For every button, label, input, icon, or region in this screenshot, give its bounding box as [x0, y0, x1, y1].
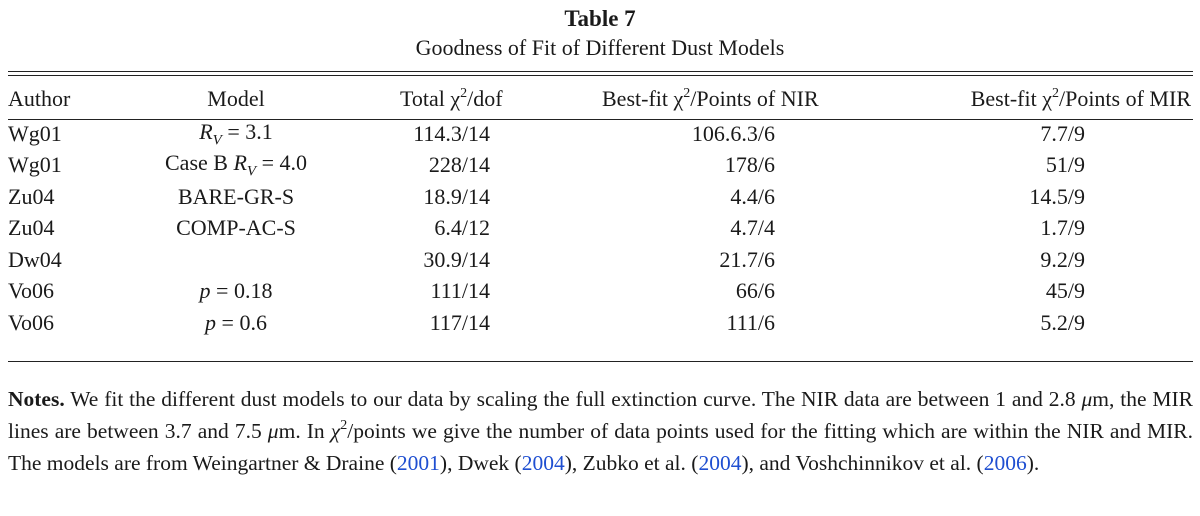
cell-author: Wg01: [8, 152, 62, 178]
header-author: Author: [8, 86, 71, 111]
cell-model: COMP-AC-S: [176, 215, 296, 241]
cell-nir: 106.6.3/6: [691, 120, 775, 146]
cell-model: BARE-GR-S: [177, 183, 295, 209]
cell-mir: 9.2/9: [1040, 246, 1085, 272]
header-rule: [8, 119, 1193, 120]
table-row: Vo06 p = 0.18 111/14 66/6 45/9: [8, 276, 1193, 308]
cell-author: Zu04: [8, 215, 55, 241]
citation-link[interactable]: 2004: [521, 451, 565, 475]
table-label: Table 7: [564, 6, 636, 31]
cell-total: 6.4/12: [434, 215, 490, 241]
header-mir: Best-fit χ2/Points of MIR: [970, 86, 1191, 111]
cell-nir: 66/6: [735, 278, 775, 304]
cell-nir: 178/6: [724, 152, 775, 178]
citation-link[interactable]: 2004: [698, 451, 742, 475]
table-row: Zu04 BARE-GR-S 18.9/14 4.4/6 14.5/9: [8, 181, 1193, 213]
citation-link[interactable]: 2001: [396, 451, 440, 475]
table-row: Dw04 30.9/14 21.7/6 9.2/9: [8, 244, 1193, 276]
cell-total: 30.9/14: [423, 246, 490, 272]
cell-model: p = 0.6: [205, 309, 267, 335]
cell-mir: 14.5/9: [1029, 183, 1085, 209]
table-title: Goodness of Fit of Different Dust Models: [415, 35, 785, 60]
citation-link[interactable]: 2006: [983, 451, 1027, 475]
cell-nir: 4.7/4: [730, 215, 775, 241]
table-row: Wg01 Case B RV = 4.0 228/14 178/6 51/9: [8, 150, 1193, 182]
table-row: Vo06 p = 0.6 117/14 111/6 5.2/9: [8, 307, 1193, 339]
cell-author: Wg01: [8, 120, 62, 146]
cell-mir: 1.7/9: [1040, 215, 1085, 241]
header-model: Model: [207, 86, 265, 111]
cell-mir: 5.2/9: [1040, 309, 1085, 335]
cell-model: [118, 244, 354, 276]
cell-nir: 111/6: [726, 309, 775, 335]
cell-total: 18.9/14: [423, 183, 490, 209]
header-nir: Best-fit χ2/Points of NIR: [602, 86, 819, 111]
table-notes: Notes. We fit the different dust models …: [8, 387, 1193, 475]
cell-author: Vo06: [8, 278, 55, 304]
header-total: Total χ2/dof: [400, 86, 503, 111]
cell-model: p = 0.18: [199, 278, 273, 304]
cell-total: 228/14: [428, 152, 490, 178]
cell-total: 111/14: [430, 278, 490, 304]
cell-mir: 45/9: [1045, 278, 1085, 304]
dust-model-table: Author Model Total χ2/dof Best-fit χ2/Po…: [8, 80, 1193, 339]
cell-mir: 51/9: [1045, 152, 1085, 178]
table-row: Zu04 COMP-AC-S 6.4/12 4.7/4 1.7/9: [8, 213, 1193, 245]
cell-model: Case B RV = 4.0: [165, 150, 307, 180]
cell-author: Zu04: [8, 183, 55, 209]
table-header-row: Author Model Total χ2/dof Best-fit χ2/Po…: [8, 80, 1193, 118]
cell-nir: 21.7/6: [719, 246, 775, 272]
cell-total: 114.3/14: [413, 120, 490, 146]
cell-author: Vo06: [8, 309, 55, 335]
cell-total: 117/14: [429, 309, 490, 335]
cell-nir: 4.4/6: [730, 183, 775, 209]
top-rule: [8, 71, 1193, 72]
bottom-rule: [8, 361, 1193, 362]
cell-model: RV = 3.1: [199, 118, 273, 148]
cell-author: Dw04: [8, 246, 62, 272]
top-rule-inner: [8, 75, 1193, 76]
cell-mir: 7.7/9: [1040, 120, 1085, 146]
table-row: Wg01 RV = 3.1 114.3/14 106.6.3/6 7.7/9: [8, 118, 1193, 150]
